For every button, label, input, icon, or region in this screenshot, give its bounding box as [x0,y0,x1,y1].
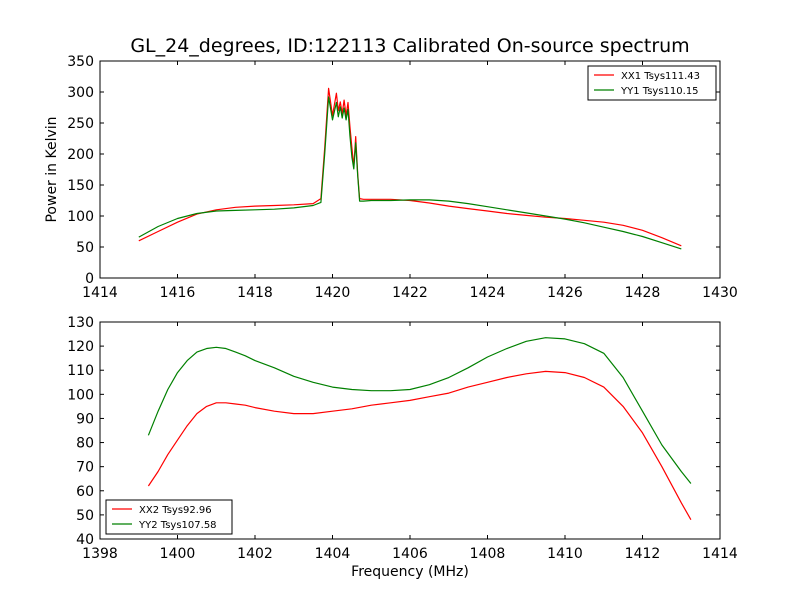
y-tick-label: 50 [76,240,94,256]
y-tick-label: 300 [67,85,94,101]
series-line-yy2 [147,337,692,484]
y-tick-label: 0 [85,271,94,287]
y-tick-label: 120 [67,339,94,355]
x-tick-label: 1412 [625,546,661,562]
x-tick-label: 1428 [625,285,661,301]
x-tick-label: 1404 [315,546,351,562]
y-tick-label: 50 [76,508,94,524]
legend-entry-label: XX2 Tsys92.96 [139,505,212,516]
y-tick-label: 80 [76,436,94,452]
chart-title: GL_24_degrees, ID:122113 Calibrated On-s… [130,35,689,57]
legend-entry-label: YY1 Tsys110.15 [620,86,699,97]
x-tick-label: 1420 [315,285,351,301]
legend-box [587,65,717,101]
x-tick-label: 1426 [547,285,583,301]
x-tick-label: 1418 [237,285,273,301]
y-tick-label: 250 [67,116,94,132]
legend-entry-label: YY2 Tsys107.58 [138,520,217,531]
x-tick-label: 1402 [237,546,273,562]
x-tick-label: 1430 [702,285,738,301]
legend-entry-label: XX1 Tsys111.43 [621,71,700,82]
y-tick-label: 200 [67,147,94,163]
y-axis-label: Power in Kelvin [44,116,60,222]
series-line-yy1 [138,96,682,250]
x-tick-label: 1414 [82,285,118,301]
y-tick-label: 100 [67,209,94,225]
y-tick-label: 150 [67,178,94,194]
x-axis-label: Frequency (MHz) [351,564,469,580]
x-tick-label: 1424 [470,285,506,301]
series-line-xx1 [138,87,682,247]
y-tick-label: 110 [67,363,94,379]
x-tick-label: 1422 [392,285,428,301]
x-tick-label: 1398 [82,546,118,562]
x-tick-label: 1408 [470,546,506,562]
y-tick-label: 90 [76,411,94,427]
x-tick-label: 1400 [160,546,196,562]
y-tick-label: 100 [67,387,94,403]
y-tick-label: 60 [76,484,94,500]
series-line-xx2 [147,370,692,520]
x-tick-label: 1406 [392,546,428,562]
x-tick-label: 1416 [160,285,196,301]
top-spectrum-panel: 1414 1416 1418 1420 1422 1424 1426 1428 1430 0 50 1… [44,54,738,301]
y-tick-label: 70 [76,460,94,476]
legend-box [105,499,233,535]
bottom-spectrum-panel: 1398 1400 1402 1404 1406 1408 1410 1412 1414 40 50… [67,315,738,580]
y-tick-label: 40 [76,532,94,548]
x-tick-label: 1410 [547,546,583,562]
y-tick-label: 130 [67,315,94,331]
x-tick-label: 1414 [702,546,738,562]
y-tick-label: 350 [67,54,94,70]
